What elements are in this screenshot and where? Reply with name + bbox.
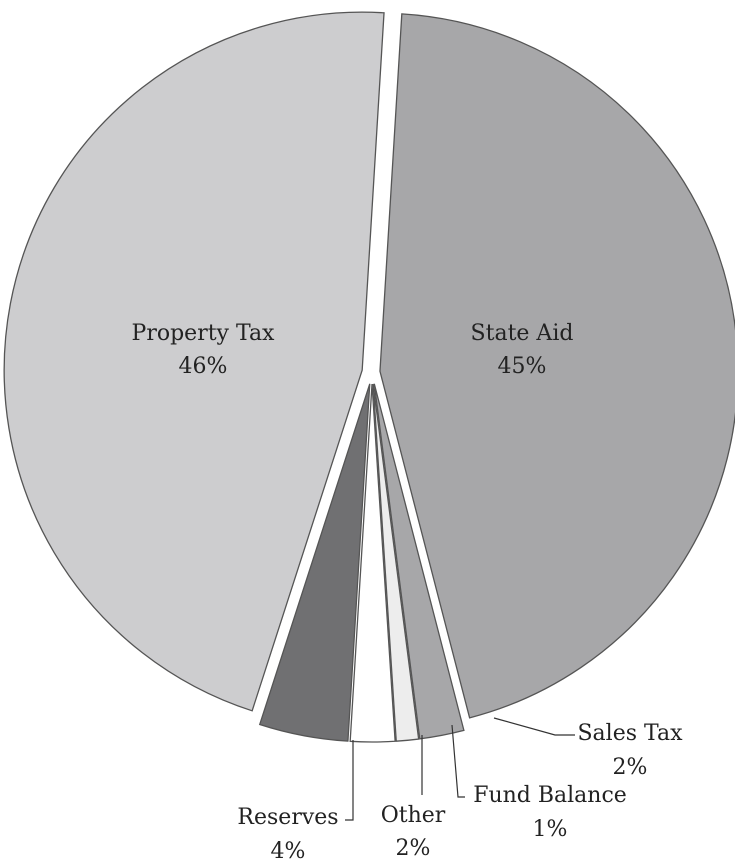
pie-slice-fund-balance: [372, 383, 420, 742]
slice-label-reserves: Reserves: [237, 805, 338, 830]
pie-slice-other: [349, 383, 396, 743]
slice-label-state-aid: State Aid: [471, 321, 574, 346]
slice-value-reserves: 4%: [271, 839, 306, 860]
slice-label-property-tax: Property Tax: [132, 321, 276, 346]
leader-line-reserves: [345, 740, 354, 821]
leader-line-sales-tax: [493, 717, 575, 736]
slice-label-other: Other: [381, 803, 446, 828]
pie-slice-state-aid: [379, 13, 735, 719]
pie-slice-property-tax: [3, 11, 385, 712]
slice-label-fund-balance: Fund Balance: [473, 783, 627, 808]
slice-value-property-tax: 46%: [179, 354, 228, 379]
slice-value-fund-balance: 1%: [533, 817, 568, 842]
slice-value-state-aid: 45%: [498, 354, 547, 379]
pie-slice-reserves: [258, 383, 371, 742]
leader-line-fund-balance: [451, 724, 465, 798]
slice-value-other: 2%: [396, 836, 431, 860]
slice-value-sales-tax: 2%: [613, 755, 648, 780]
pie-slice-sales-tax: [373, 383, 465, 740]
slice-label-sales-tax: Sales Tax: [577, 721, 683, 746]
